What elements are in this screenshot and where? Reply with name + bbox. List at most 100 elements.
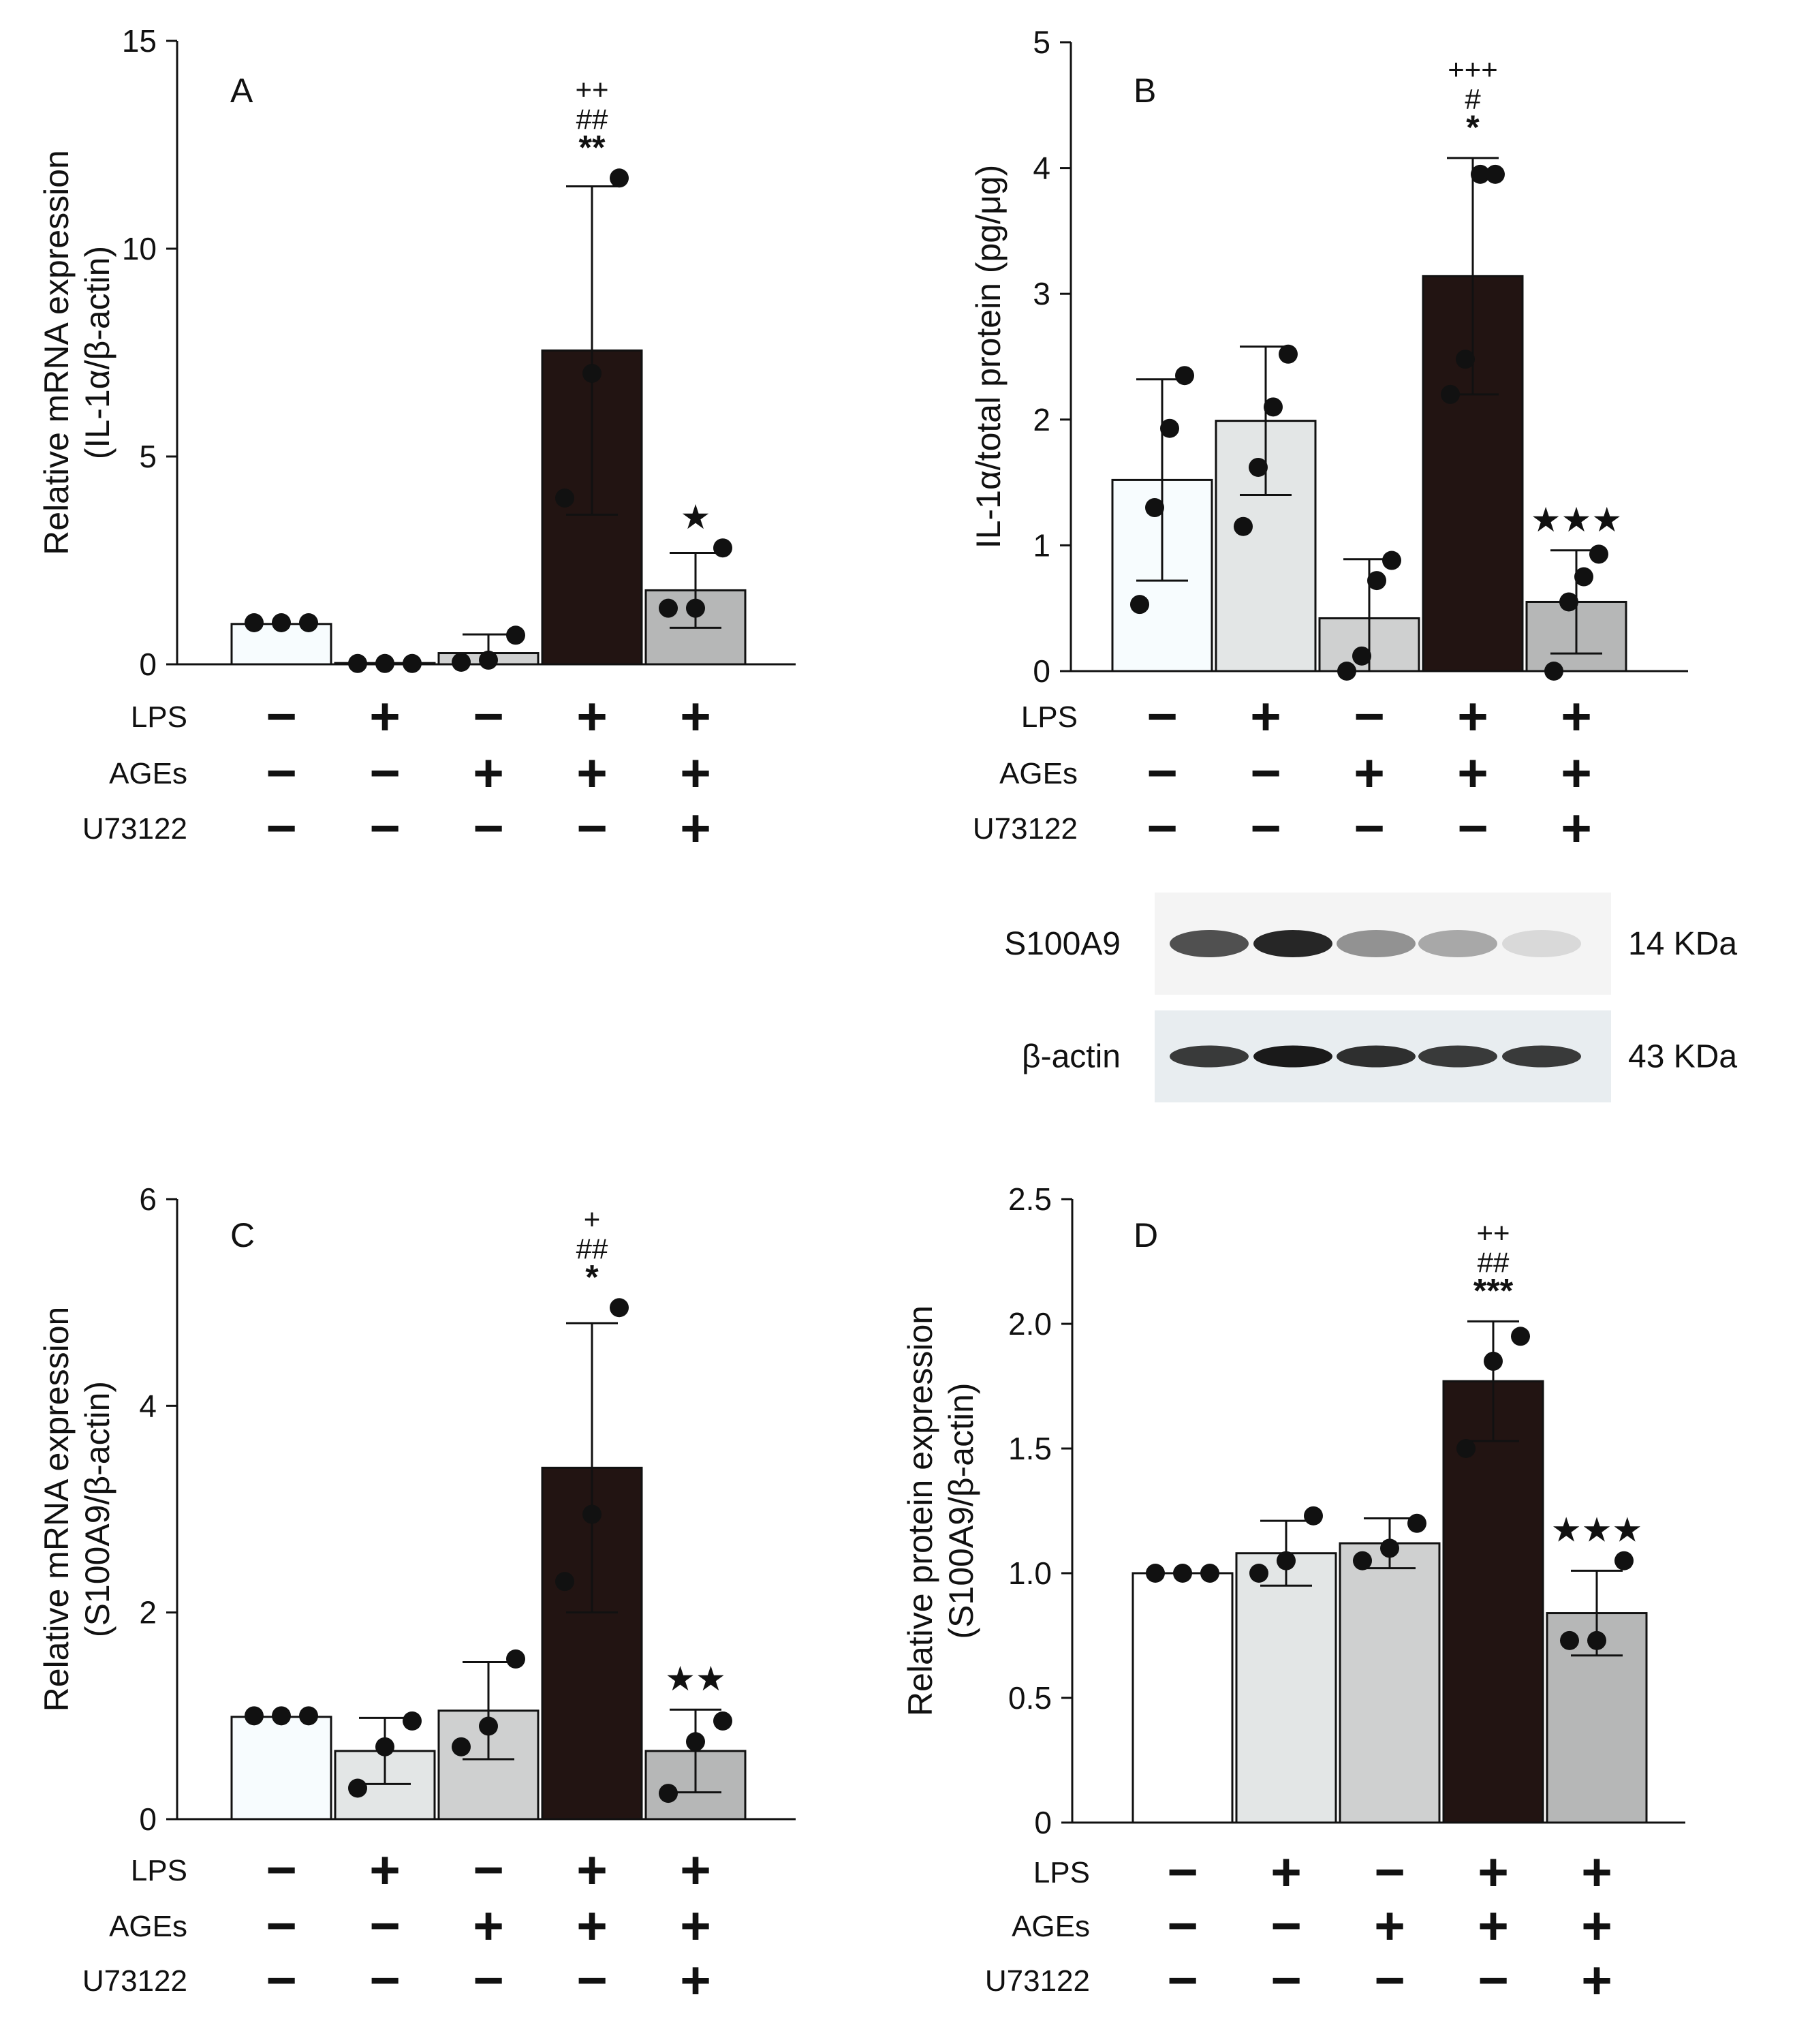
data-point [245,1706,264,1726]
row-label: AGEs [999,757,1078,790]
y-tick-label: 2 [139,1595,157,1630]
data-point [1160,418,1179,438]
treatment-sign: + [473,743,504,803]
data-point [1471,164,1490,184]
data-point [1234,516,1253,536]
significance-marker: ## [1478,1246,1510,1278]
data-point [1249,1564,1268,1583]
treatment-sign: − [473,798,504,858]
treatment-sign: + [1270,1842,1302,1902]
treatment-sign: + [1374,1895,1405,1955]
treatment-sign: − [369,798,401,858]
treatment-sign: + [1478,1842,1509,1902]
data-point [1145,498,1164,518]
y-tick-label: 6 [139,1181,157,1217]
y-tick-label: 0 [1033,653,1050,689]
data-point [659,598,678,618]
blot-band [1502,930,1581,957]
significance-marker: ** [579,128,606,166]
treatment-sign: − [369,1950,401,2010]
blot-band [1337,1045,1416,1068]
treatment-sign: + [680,1895,711,1955]
row-label: U73122 [973,812,1078,846]
row-label: U73122 [82,812,187,846]
data-point [272,1706,291,1726]
treatment-sign: + [473,1895,504,1955]
y-axis-title: Relative mRNA expression [37,150,76,555]
treatment-sign: − [1270,1895,1302,1955]
treatment-sign: − [266,1840,297,1900]
treatment-sign: + [1561,686,1592,746]
treatment-sign: − [369,1895,401,1955]
data-point [1486,164,1505,184]
row-label: AGEs [1012,1910,1090,1943]
treatment-sign: − [266,686,297,746]
data-point [1173,1564,1192,1583]
data-point [1200,1564,1219,1583]
significance-marker: ++ [575,73,608,105]
treatment-sign: − [473,1950,504,2010]
treatment-sign: + [369,1840,401,1900]
treatment-sign: + [1581,1842,1612,1902]
treatment-sign: + [1457,743,1488,803]
treatment-sign: − [1354,686,1385,746]
treatment-sign: − [473,1840,504,1900]
data-point [1589,544,1608,564]
data-point [299,613,318,632]
significance-marker: *** [1473,1271,1514,1310]
data-point [1614,1551,1634,1570]
panel-letter: C [230,1216,255,1254]
y-tick-label: 5 [139,439,157,474]
significance-marker: ++ [1476,1216,1510,1248]
y-tick-label: 15 [122,23,157,59]
significance-marker: ★★★ [1531,501,1622,539]
row-label: AGEs [109,1910,187,1943]
y-tick-label: 2.0 [1008,1306,1052,1342]
y-axis-subtitle: (IL-1α/β-actin) [78,246,116,459]
data-point [1511,1327,1530,1346]
treatment-sign: − [473,686,504,746]
treatment-sign: + [1561,798,1592,858]
treatment-sign: − [266,1895,297,1955]
treatment-sign: − [576,1950,608,2010]
data-point [506,1649,525,1669]
y-tick-label: 1 [1033,527,1050,563]
blot-band [1170,1045,1249,1068]
data-point [610,1298,629,1318]
treatment-sign: − [1250,743,1281,803]
data-point [452,1737,471,1756]
y-tick-label: 1.5 [1008,1431,1052,1466]
bar [230,1716,332,1821]
significance-marker: # [1465,83,1481,115]
treatment-sign: − [1354,798,1385,858]
data-point [272,613,291,632]
treatment-sign: + [1581,1895,1612,1955]
treatment-sign: + [1581,1950,1612,2010]
row-label: AGEs [109,757,187,790]
data-point [610,168,629,188]
bar [1131,1572,1234,1824]
data-point [713,1711,732,1731]
panel-letter: D [1134,1216,1158,1254]
row-label: U73122 [985,1964,1090,1998]
bar [1235,1552,1337,1824]
y-tick-label: 0 [1034,1805,1052,1840]
treatment-sign: − [1167,1950,1198,2010]
data-point [1456,350,1475,369]
treatment-sign: − [1478,1950,1509,2010]
data-point [582,364,602,383]
panel-a-chart: A 0 5 10 15 Relative mRNA expression (IL-1α/β-… [37,23,796,858]
y-tick-label: 10 [122,231,157,266]
data-point [1264,397,1283,417]
data-point [1130,595,1149,615]
significance-marker: ## [576,103,608,135]
panel-letter: A [230,72,253,110]
data-point [375,653,394,673]
data-point [348,1778,367,1798]
y-tick-label: 4 [139,1388,157,1423]
significance-marker: +++ [1448,53,1498,85]
row-label: U73122 [82,1964,187,1998]
blot-protein-label: S100A9 [1004,926,1121,962]
data-point [1249,457,1268,477]
